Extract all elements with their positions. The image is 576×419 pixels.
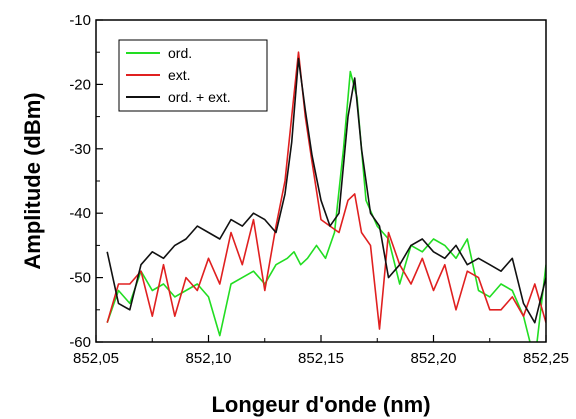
x-axis-title: Longeur d'onde (nm) xyxy=(211,392,430,417)
y-tick-label: -50 xyxy=(69,270,91,287)
y-tick-label: -20 xyxy=(69,76,91,93)
y-tick-label: -60 xyxy=(69,334,91,351)
series-layer xyxy=(106,51,546,342)
x-tick-label: 852,05 xyxy=(73,350,119,367)
legend: ord. ext. ord. + ext. xyxy=(118,39,268,112)
series-line-ord-plus-ext xyxy=(106,57,546,324)
y-tick-label: -10 xyxy=(69,12,91,29)
x-tick-label: 852,15 xyxy=(298,350,344,367)
series-line-ext xyxy=(106,51,546,330)
series-line-ord xyxy=(106,70,546,342)
legend-label-ord-plus-ext: ord. + ext. xyxy=(168,89,231,105)
y-tick-label: -30 xyxy=(69,141,91,158)
x-tick-label: 852,10 xyxy=(186,350,232,367)
legend-label-ord: ord. xyxy=(168,45,192,61)
ticks-layer: 852,05 852,10 852,15 852,20 852,25 -60 -50 -40 -… xyxy=(69,12,569,367)
y-tick-label: -40 xyxy=(69,205,91,222)
legend-label-ext: ext. xyxy=(168,67,191,83)
x-tick-label: 852,20 xyxy=(411,350,457,367)
y-axis-title: Amplitude (dBm) xyxy=(20,92,45,269)
x-tick-label: 852,25 xyxy=(523,350,569,367)
